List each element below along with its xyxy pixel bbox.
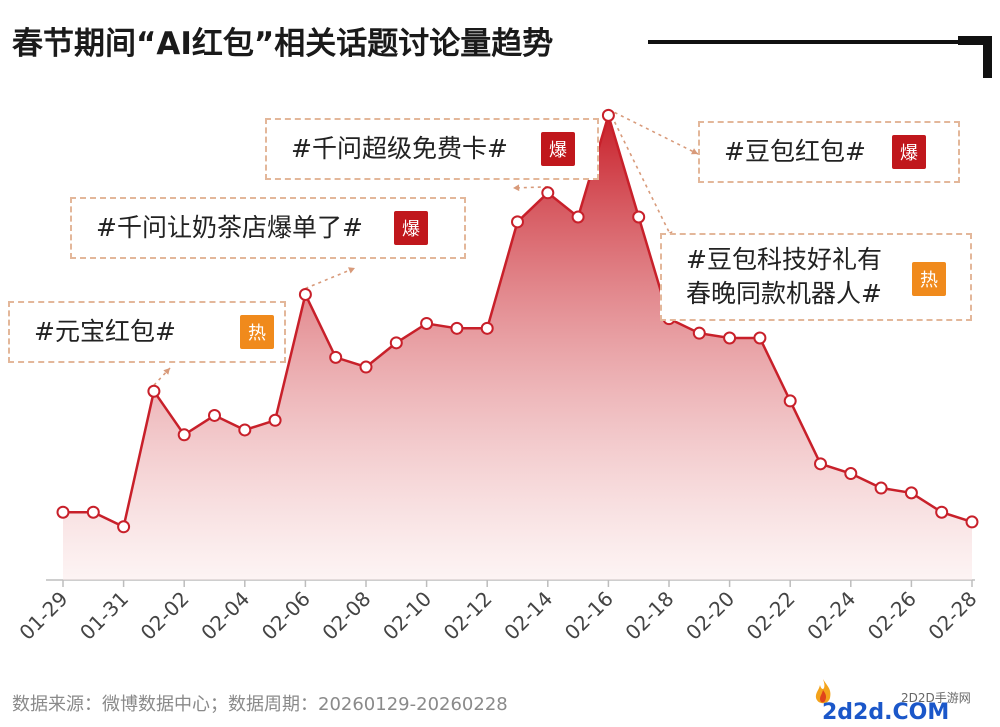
annotation-text: #千问让奶茶店爆单了#: [96, 213, 363, 242]
x-axis-tick-labels: 01-29 01-31 02-02 02-04 02-06 02-08 02-10 02-12…: [14, 587, 981, 645]
annotation-text: #豆包红包#: [724, 137, 866, 166]
data-point-02-24: [844, 467, 858, 481]
data-point-02-22: [783, 394, 797, 408]
explosive-badge: 爆: [541, 132, 575, 166]
data-point-01-29: [56, 505, 70, 519]
annotation-text-line-2: 春晚同款机器人#: [686, 279, 882, 308]
x-tick-label-02-28: 02-28: [923, 587, 981, 645]
annotation-leader-lines: [153, 108, 699, 386]
x-tick-label-02-12: 02-12: [439, 587, 497, 645]
data-point-02-06: [298, 287, 312, 301]
data-point-02-09: [389, 336, 403, 350]
data-point-02-28: [965, 515, 979, 529]
leader-arrow-3: [691, 148, 698, 155]
data-point-02-04: [238, 423, 252, 437]
watermark-logo-text: 2d2d.COM: [822, 700, 950, 725]
annotation-qianwen-milktea: #千问让奶茶店爆单了# 爆: [70, 197, 466, 259]
x-tick-label-02-22: 02-22: [742, 587, 800, 645]
x-tick-label-01-29: 01-29: [14, 587, 72, 645]
data-point-02-05: [268, 413, 282, 427]
corner-bracket-decoration: [958, 36, 992, 78]
data-point-01-31: [117, 520, 131, 534]
data-point-02-27: [935, 505, 949, 519]
hot-badge: 热: [240, 315, 274, 349]
x-tick-label-02-24: 02-24: [802, 587, 860, 645]
x-axis-ticks: [62, 580, 973, 587]
data-source-note: 数据来源：微博数据中心；数据周期：20260129-20260228: [12, 694, 508, 715]
data-point-02-01: [147, 384, 161, 398]
leader-arrow-0: [163, 368, 170, 375]
x-tick-label-02-10: 02-10: [378, 587, 436, 645]
x-tick-label-02-16: 02-16: [560, 587, 618, 645]
annotation-text: #豆包科技好礼有 春晚同款机器人#: [686, 243, 882, 311]
annotation-doubao-robot: #豆包科技好礼有 春晚同款机器人# 热: [660, 233, 972, 321]
annotation-text-line-1: #豆包科技好礼有: [686, 245, 882, 274]
hot-badge: 热: [912, 262, 946, 296]
x-tick-label-02-06: 02-06: [257, 587, 315, 645]
data-point-02-11: [450, 321, 464, 335]
data-point-02-15: [571, 210, 585, 224]
annotation-text: #千问超级免费卡#: [291, 134, 508, 163]
leader-arrow-2: [513, 184, 520, 192]
explosive-badge: 爆: [892, 135, 926, 169]
x-tick-label-01-31: 01-31: [75, 587, 133, 645]
data-point-02-25: [874, 481, 888, 495]
leader-line-3: [608, 108, 699, 155]
watermark-flame-icon: [815, 679, 831, 704]
data-point-02-10: [420, 316, 434, 330]
data-point-02-03: [208, 408, 221, 422]
x-tick-label-02-02: 02-02: [136, 587, 194, 645]
area-chart: 01-29 01-31 02-02 02-04 02-06 02-08 02-10 02-12…: [14, 108, 982, 645]
data-point-02-19: [692, 326, 706, 340]
x-tick-label-02-14: 02-14: [499, 587, 557, 645]
data-point-02-17: [632, 210, 646, 224]
data-point-02-14: [541, 186, 555, 200]
x-tick-label-02-08: 02-08: [317, 587, 375, 645]
explosive-badge: 爆: [394, 211, 428, 245]
data-point-02-12: [480, 321, 494, 335]
title-underline: [648, 40, 968, 44]
annotation-qianwen-freecard: #千问超级免费卡# 爆: [265, 118, 599, 180]
annotation-yuanbao: #元宝红包# 热: [8, 301, 286, 363]
data-point-02-20: [723, 331, 737, 345]
data-point-02-08: [359, 360, 373, 374]
leader-line-4: [607, 109, 673, 239]
x-tick-label-02-26: 02-26: [863, 587, 921, 645]
data-points: [56, 108, 979, 534]
area-fill: [63, 115, 972, 581]
data-point-02-16: [601, 108, 615, 122]
data-point-02-26: [904, 486, 918, 500]
data-point-02-21: [753, 331, 767, 345]
leader-line-1: [305, 267, 356, 290]
data-point-02-07: [329, 350, 343, 364]
annotation-text: #元宝红包#: [34, 317, 176, 346]
data-point-02-23: [814, 457, 827, 471]
data-point-02-13: [511, 215, 524, 229]
x-tick-label-02-18: 02-18: [620, 587, 678, 645]
chart-title: 春节期间“AI红包”相关话题讨论量趋势: [12, 26, 554, 62]
watermark-site-text: 2D2D手游网: [901, 691, 971, 705]
annotation-doubao-hongbao: #豆包红包# 爆: [698, 121, 960, 183]
leader-arrow-1: [348, 267, 355, 274]
data-point-01-30: [86, 505, 100, 519]
data-point-02-02: [177, 428, 191, 442]
x-tick-label-02-20: 02-20: [681, 587, 739, 645]
x-tick-label-02-04: 02-04: [196, 587, 254, 645]
